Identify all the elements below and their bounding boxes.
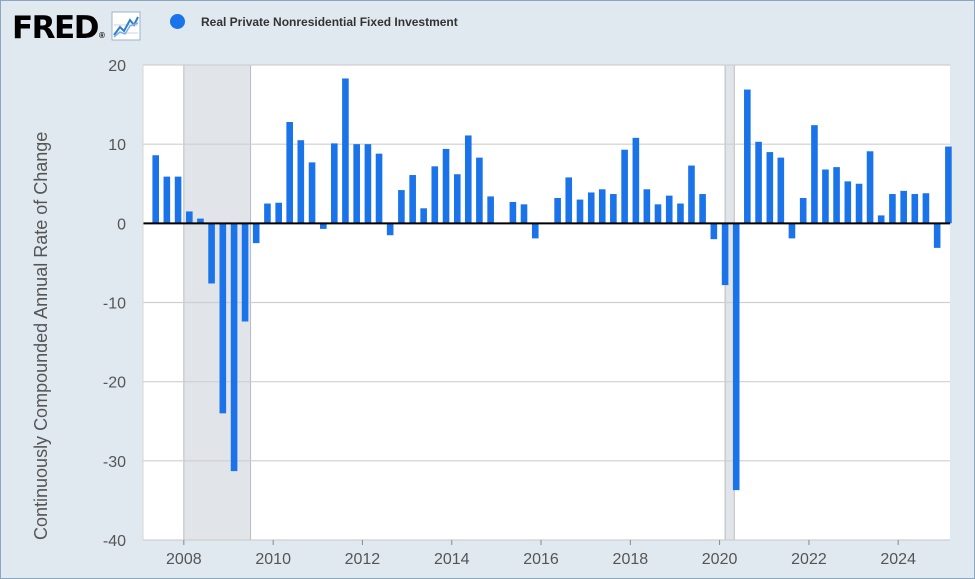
bar <box>665 195 673 224</box>
bar <box>822 169 829 224</box>
bar <box>855 183 863 224</box>
bar <box>799 198 807 224</box>
bar <box>721 223 729 286</box>
fred-logo[interactable]: FRED ® <box>12 10 141 46</box>
bar <box>163 176 171 224</box>
bar <box>520 204 528 224</box>
bar <box>431 166 439 224</box>
bar <box>375 153 383 224</box>
bar <box>208 223 215 284</box>
bar <box>319 223 327 229</box>
bar <box>297 140 305 224</box>
bar <box>844 181 852 224</box>
bar <box>911 194 919 224</box>
bar <box>152 155 160 224</box>
bar <box>554 198 561 224</box>
bar <box>677 203 684 224</box>
bar <box>598 189 606 224</box>
bar <box>710 223 718 240</box>
bar <box>409 175 416 224</box>
bar <box>587 192 595 224</box>
bar <box>922 193 930 224</box>
bar <box>654 204 662 224</box>
y-tick-label: -30 <box>103 454 126 471</box>
y-tick-label: -20 <box>103 375 126 392</box>
x-tick-label: 2020 <box>702 551 738 568</box>
bar <box>889 194 896 224</box>
logo-text: FRED <box>12 10 99 46</box>
bar <box>275 202 282 224</box>
bar <box>900 190 907 224</box>
bar <box>453 174 461 224</box>
y-tick-label: -40 <box>103 533 126 550</box>
bar <box>286 122 293 224</box>
bar <box>252 223 260 244</box>
legend-swatch <box>170 14 185 29</box>
bar <box>621 149 628 224</box>
bar <box>487 196 494 224</box>
bar <box>755 141 762 224</box>
x-tick-label: 2024 <box>880 551 916 568</box>
bar <box>174 176 182 224</box>
bar <box>576 199 584 224</box>
bar <box>420 208 427 224</box>
bar <box>688 165 695 224</box>
bar <box>386 223 394 236</box>
x-tick-label: 2016 <box>523 551 559 568</box>
x-tick-label: 2018 <box>613 551 649 568</box>
bar <box>342 78 349 224</box>
y-tick-label: 10 <box>108 137 126 154</box>
bar <box>732 223 740 491</box>
bar <box>398 190 405 224</box>
bar <box>442 148 450 224</box>
bar <box>219 223 227 414</box>
bar <box>833 167 840 224</box>
line-chart-icon <box>111 11 141 46</box>
x-tick-label: 2008 <box>166 551 202 568</box>
bar <box>744 89 751 224</box>
bar <box>877 215 885 224</box>
bar <box>186 211 193 224</box>
bar <box>364 144 372 224</box>
bar <box>330 143 338 224</box>
bar <box>933 223 941 248</box>
x-tick-label: 2010 <box>255 551 291 568</box>
registered-mark: ® <box>98 31 105 40</box>
bar <box>811 125 818 224</box>
bar <box>632 137 640 224</box>
bar <box>699 194 706 224</box>
bar <box>509 201 517 224</box>
bar <box>476 157 483 224</box>
bar <box>531 223 539 239</box>
bar <box>464 135 472 224</box>
chart-legend: Real Private Nonresidential Fixed Invest… <box>170 14 458 29</box>
bar <box>788 223 796 239</box>
bar <box>777 157 785 224</box>
y-tick-label: 0 <box>117 216 126 233</box>
bar <box>197 218 204 224</box>
bar <box>230 223 238 472</box>
y-tick-label: 20 <box>108 58 126 75</box>
bar <box>308 162 316 224</box>
bar <box>766 152 774 224</box>
bar <box>945 146 952 224</box>
bar <box>353 144 360 224</box>
bar <box>264 203 271 224</box>
y-tick-label: -10 <box>103 296 126 313</box>
bar <box>241 223 249 322</box>
bar <box>610 194 617 224</box>
x-tick-label: 2014 <box>434 551 470 568</box>
bar <box>866 151 874 224</box>
legend-label: Real Private Nonresidential Fixed Invest… <box>201 14 458 29</box>
bar <box>643 189 651 224</box>
bar <box>565 177 573 224</box>
x-tick-label: 2012 <box>345 551 381 568</box>
x-tick-label: 2022 <box>791 551 827 568</box>
